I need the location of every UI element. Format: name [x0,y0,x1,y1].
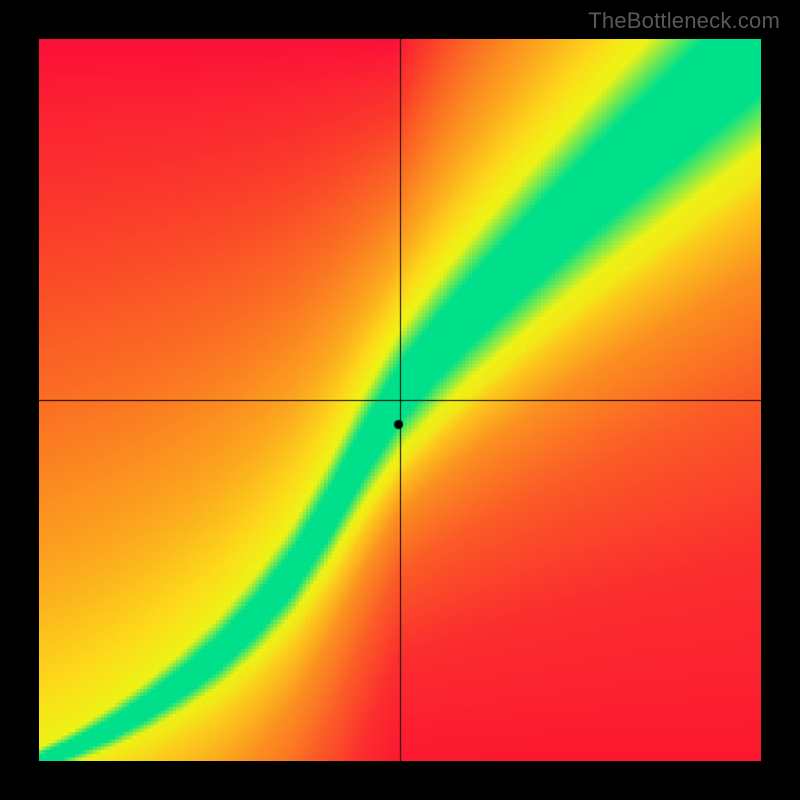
chart-overlay [39,39,761,761]
chart-frame [39,39,761,761]
watermark-text: TheBottleneck.com [588,8,780,34]
